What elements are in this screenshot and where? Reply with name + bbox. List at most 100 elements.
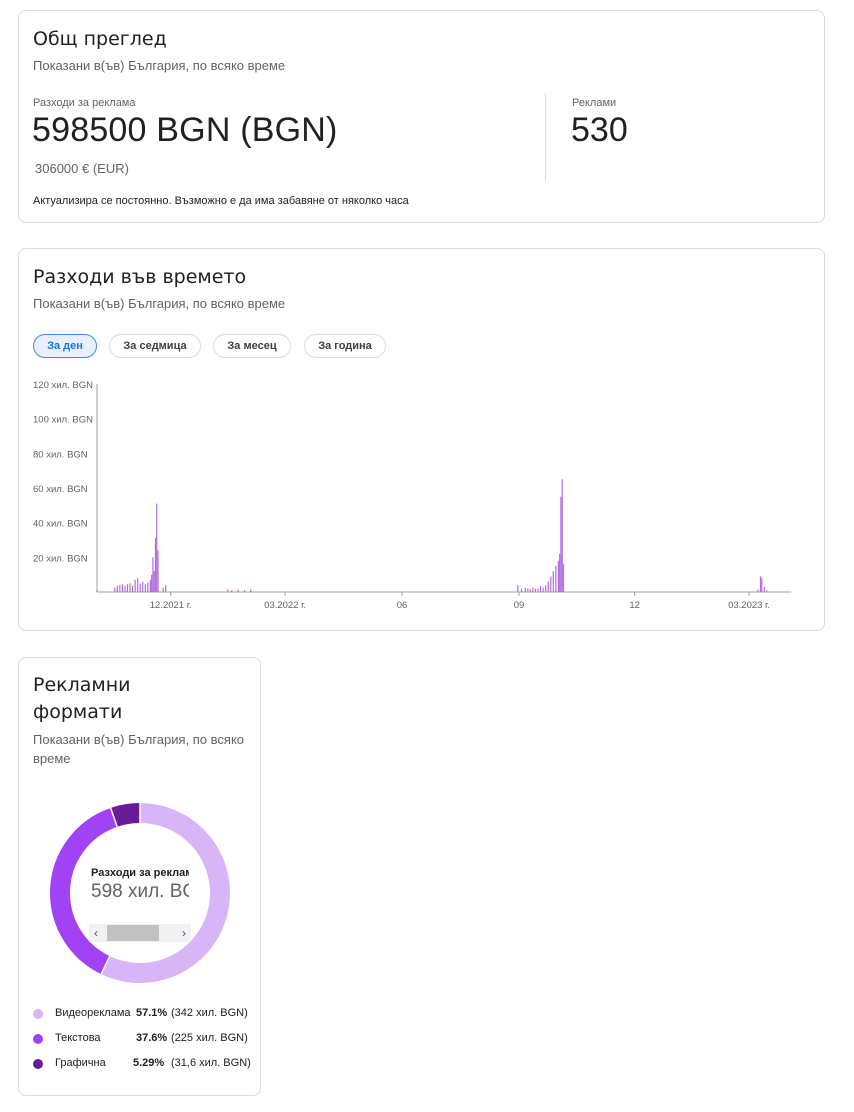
chart-bar <box>131 585 134 592</box>
legend-name: Текстова <box>55 1032 101 1044</box>
chart-bar <box>227 589 229 592</box>
donut-center-scrollbar[interactable]: ‹ › <box>89 924 191 942</box>
chip-per-month[interactable]: За месец <box>213 334 291 358</box>
chart-bar <box>517 585 519 592</box>
chart-bar <box>561 479 563 592</box>
chart-bar <box>759 576 762 592</box>
chart-bar <box>231 590 233 592</box>
chart-bar <box>129 583 131 592</box>
x-tick-label: 12 <box>629 600 640 611</box>
legend-name: Графична <box>55 1057 106 1069</box>
chart-bar <box>547 581 549 592</box>
scrollbar-thumb[interactable] <box>107 925 159 941</box>
chart-bar <box>550 576 552 592</box>
chart-bar <box>524 587 526 592</box>
chart-bar <box>545 585 547 592</box>
ad-formats-subtitle: Показани в(ъв) България, по всяко време <box>33 732 245 766</box>
spend-bar-chart: 120 хил. BGN 100 хил. BGN 80 хил. BGN 60 хи… <box>33 380 791 611</box>
ad-spend-eur-value: 306000 € (EUR) <box>35 161 129 176</box>
chart-bar <box>134 579 136 592</box>
ad-formats-card: Рекламни формати Показани в(ъв) България… <box>18 657 261 1096</box>
spend-over-time-card: Разходи във времето Показани в(ъв) Бълга… <box>18 248 825 631</box>
chart-bar <box>520 588 523 592</box>
ad-spend-label: Разходи за реклама <box>33 97 136 109</box>
chart-bar <box>154 538 157 592</box>
chart-bar <box>529 589 532 592</box>
chart-bar <box>114 587 116 592</box>
y-tick-label: 40 хил. BGN <box>33 519 88 530</box>
chart-bar <box>157 550 159 592</box>
x-tick-label: 12.2021 г. <box>150 600 192 611</box>
chart-bar <box>534 588 537 592</box>
chart-bar <box>142 581 144 592</box>
x-tick-label: 09 <box>514 600 525 611</box>
ad-formats-donut <box>50 803 230 983</box>
chart-bar <box>126 584 129 592</box>
overview-title: Общ преглед <box>33 28 167 50</box>
chart-bar <box>537 588 539 592</box>
chart-bar <box>557 560 559 592</box>
overview-divider <box>545 93 546 181</box>
legend-name: Видеореклама <box>55 1007 131 1019</box>
chart-bar <box>552 571 554 592</box>
chart-bar <box>124 585 126 592</box>
spend-over-time-title: Разходи във времето <box>33 266 247 288</box>
chart-bar <box>540 585 542 592</box>
spend-over-time-subtitle: Показани в(ъв) България, по всяко време <box>33 296 286 311</box>
chart-bar <box>766 590 768 592</box>
x-tick-label: 06 <box>397 600 408 611</box>
chip-per-week[interactable]: За седмица <box>109 334 201 358</box>
y-tick-label: 80 хил. BGN <box>33 449 88 460</box>
chart-bar <box>119 585 121 592</box>
chart-bar <box>151 574 153 592</box>
chart-bar <box>116 585 118 592</box>
chart-bar <box>559 553 561 592</box>
chart-bar <box>153 571 155 592</box>
chart-bar <box>532 587 534 592</box>
legend-amount: (342 хил. BGN) <box>171 1007 248 1019</box>
chart-bar <box>542 587 544 592</box>
donut-separator <box>109 807 118 828</box>
legend-item-text: Текстова 37.6% (225 хил. BGN) <box>33 1031 263 1047</box>
legend-amount: (225 хил. BGN) <box>171 1032 248 1044</box>
scroll-left-icon[interactable]: ‹ <box>94 926 98 940</box>
ad-formats-title: Рекламни формати <box>33 674 131 723</box>
donut-segments <box>50 803 230 983</box>
update-note: Актуализира се постоянно. Възможно е да … <box>33 195 409 207</box>
overview-card: Общ преглед Показани в(ъв) България, по … <box>18 10 825 223</box>
ads-count-value: 530 <box>571 111 628 149</box>
legend-percent: 57.1% <box>136 1007 168 1019</box>
y-tick-label: 120 хил. BGN <box>33 380 93 391</box>
legend-dot-icon <box>33 1059 43 1069</box>
x-tick-label: 03.2022 г. <box>264 600 306 611</box>
chart-bar <box>527 588 529 592</box>
chart-bar <box>243 590 246 592</box>
legend-dot-icon <box>33 1009 43 1019</box>
chart-bar <box>763 586 765 592</box>
chart-bar <box>137 578 139 592</box>
chip-per-day[interactable]: За ден <box>33 334 97 358</box>
legend-percent: 37.6% <box>136 1032 168 1044</box>
chart-bar <box>162 587 164 592</box>
chart-bar <box>139 583 141 592</box>
donut-center-value: 598 хил. BGN <box>91 881 189 902</box>
legend-dot-icon <box>33 1034 43 1044</box>
legend-item-image: Графична 5.29% (31,6 хил. BGN) <box>33 1056 263 1072</box>
chart-bar <box>560 496 562 592</box>
overview-subtitle: Показани в(ъв) България, по всяко време <box>33 58 286 73</box>
chip-per-year[interactable]: За година <box>304 334 386 358</box>
y-tick-label: 20 хил. BGN <box>33 553 88 564</box>
donut-separator <box>100 955 111 975</box>
y-tick-label: 100 хил. BGN <box>33 415 93 426</box>
donut-center-label: Разходи за реклама <box>91 867 189 879</box>
legend-item-video: Видеореклама 57.1% (342 хил. BGN) <box>33 1006 263 1022</box>
chart-bar <box>96 590 98 592</box>
chart-bar <box>757 589 759 592</box>
chart-bar <box>562 564 565 592</box>
legend-amount: (31,6 хил. BGN) <box>171 1057 251 1069</box>
scroll-right-icon[interactable]: › <box>182 926 186 940</box>
chart-bar <box>152 557 154 592</box>
chart-bar <box>555 566 557 592</box>
chart-bar <box>156 503 158 592</box>
donut-segment <box>50 803 230 983</box>
